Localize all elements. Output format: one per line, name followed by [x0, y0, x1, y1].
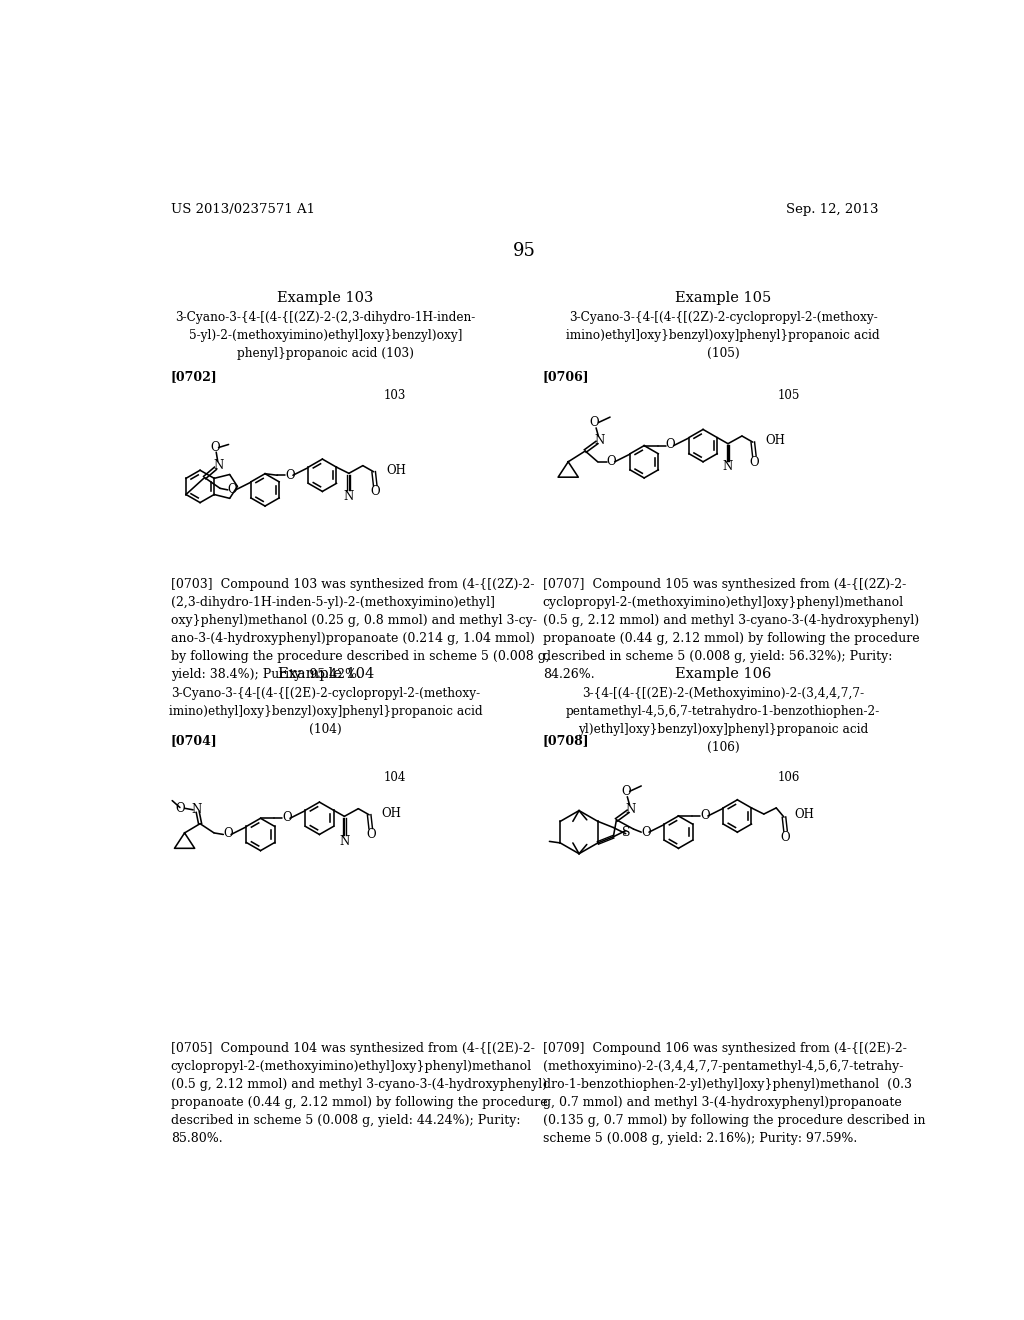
Text: Sep. 12, 2013: Sep. 12, 2013 — [786, 203, 879, 216]
Text: O: O — [750, 455, 759, 469]
Text: N: N — [213, 459, 223, 471]
Text: O: O — [211, 441, 220, 454]
Text: [0704]: [0704] — [171, 734, 217, 747]
Text: O: O — [666, 438, 675, 451]
Text: Example 106: Example 106 — [675, 667, 771, 681]
Text: OH: OH — [386, 463, 406, 477]
Text: [0706]: [0706] — [543, 370, 589, 383]
Text: 104: 104 — [384, 771, 407, 784]
Text: S: S — [623, 825, 631, 838]
Text: [0708]: [0708] — [543, 734, 589, 747]
Text: OH: OH — [765, 434, 785, 447]
Text: [0707]  Compound 105 was synthesized from (4-{[(2Z)-2-
cyclopropyl-2-(methoxyimi: [0707] Compound 105 was synthesized from… — [543, 578, 920, 681]
Text: O: O — [366, 829, 376, 841]
Text: O: O — [700, 809, 710, 822]
Text: [0709]  Compound 106 was synthesized from (4-{[(2E)-2-
(methoxyimino)-2-(3,4,4,7: [0709] Compound 106 was synthesized from… — [543, 1043, 925, 1146]
Text: O: O — [607, 454, 616, 467]
Text: 3-Cyano-3-{4-[(4-{[(2Z)-2-(2,3-dihydro-1H-inden-
5-yl)-2-(methoxyimino)ethyl]oxy: 3-Cyano-3-{4-[(4-{[(2Z)-2-(2,3-dihydro-1… — [175, 312, 476, 360]
Text: O: O — [621, 785, 631, 797]
Text: 3-Cyano-3-{4-[(4-{[(2Z)-2-cyclopropyl-2-(methoxy-
imino)ethyl]oxy}benzyl)oxy]phe: 3-Cyano-3-{4-[(4-{[(2Z)-2-cyclopropyl-2-… — [566, 312, 880, 360]
Text: O: O — [223, 828, 232, 841]
Text: O: O — [227, 483, 238, 496]
Text: Example 103: Example 103 — [278, 290, 374, 305]
Text: Example 104: Example 104 — [278, 667, 374, 681]
Text: OH: OH — [795, 808, 815, 821]
Text: [0703]  Compound 103 was synthesized from (4-{[(2Z)-2-
(2,3-dihydro-1H-inden-5-y: [0703] Compound 103 was synthesized from… — [171, 578, 549, 681]
Text: [0702]: [0702] — [171, 370, 217, 383]
Text: O: O — [175, 801, 184, 814]
Text: [0705]  Compound 104 was synthesized from (4-{[(2E)-2-
cyclopropyl-2-(methoxyimi: [0705] Compound 104 was synthesized from… — [171, 1043, 547, 1146]
Text: N: N — [339, 834, 349, 847]
Text: US 2013/0237571 A1: US 2013/0237571 A1 — [171, 203, 314, 216]
Text: O: O — [371, 486, 380, 499]
Text: 3-Cyano-3-{4-[(4-{[(2E)-2-cyclopropyl-2-(methoxy-
imino)ethyl]oxy}benzyl)oxy]phe: 3-Cyano-3-{4-[(4-{[(2E)-2-cyclopropyl-2-… — [169, 686, 482, 735]
Text: O: O — [780, 830, 791, 843]
Text: OH: OH — [382, 807, 401, 820]
Text: O: O — [641, 825, 650, 838]
Text: O: O — [590, 416, 599, 429]
Text: O: O — [282, 810, 292, 824]
Text: N: N — [344, 490, 354, 503]
Text: Example 105: Example 105 — [675, 290, 771, 305]
Text: 3-{4-[(4-{[(2E)-2-(Methoxyimino)-2-(3,4,4,7,7-
pentamethyl-4,5,6,7-tetrahydro-1-: 3-{4-[(4-{[(2E)-2-(Methoxyimino)-2-(3,4,… — [566, 686, 881, 754]
Text: N: N — [723, 461, 733, 474]
Text: 103: 103 — [384, 389, 407, 403]
Text: 106: 106 — [777, 771, 800, 784]
Text: 95: 95 — [513, 242, 537, 260]
Text: 105: 105 — [777, 389, 800, 403]
Text: N: N — [626, 803, 636, 816]
Text: N: N — [191, 804, 202, 816]
Text: O: O — [285, 469, 295, 482]
Text: N: N — [594, 434, 604, 446]
